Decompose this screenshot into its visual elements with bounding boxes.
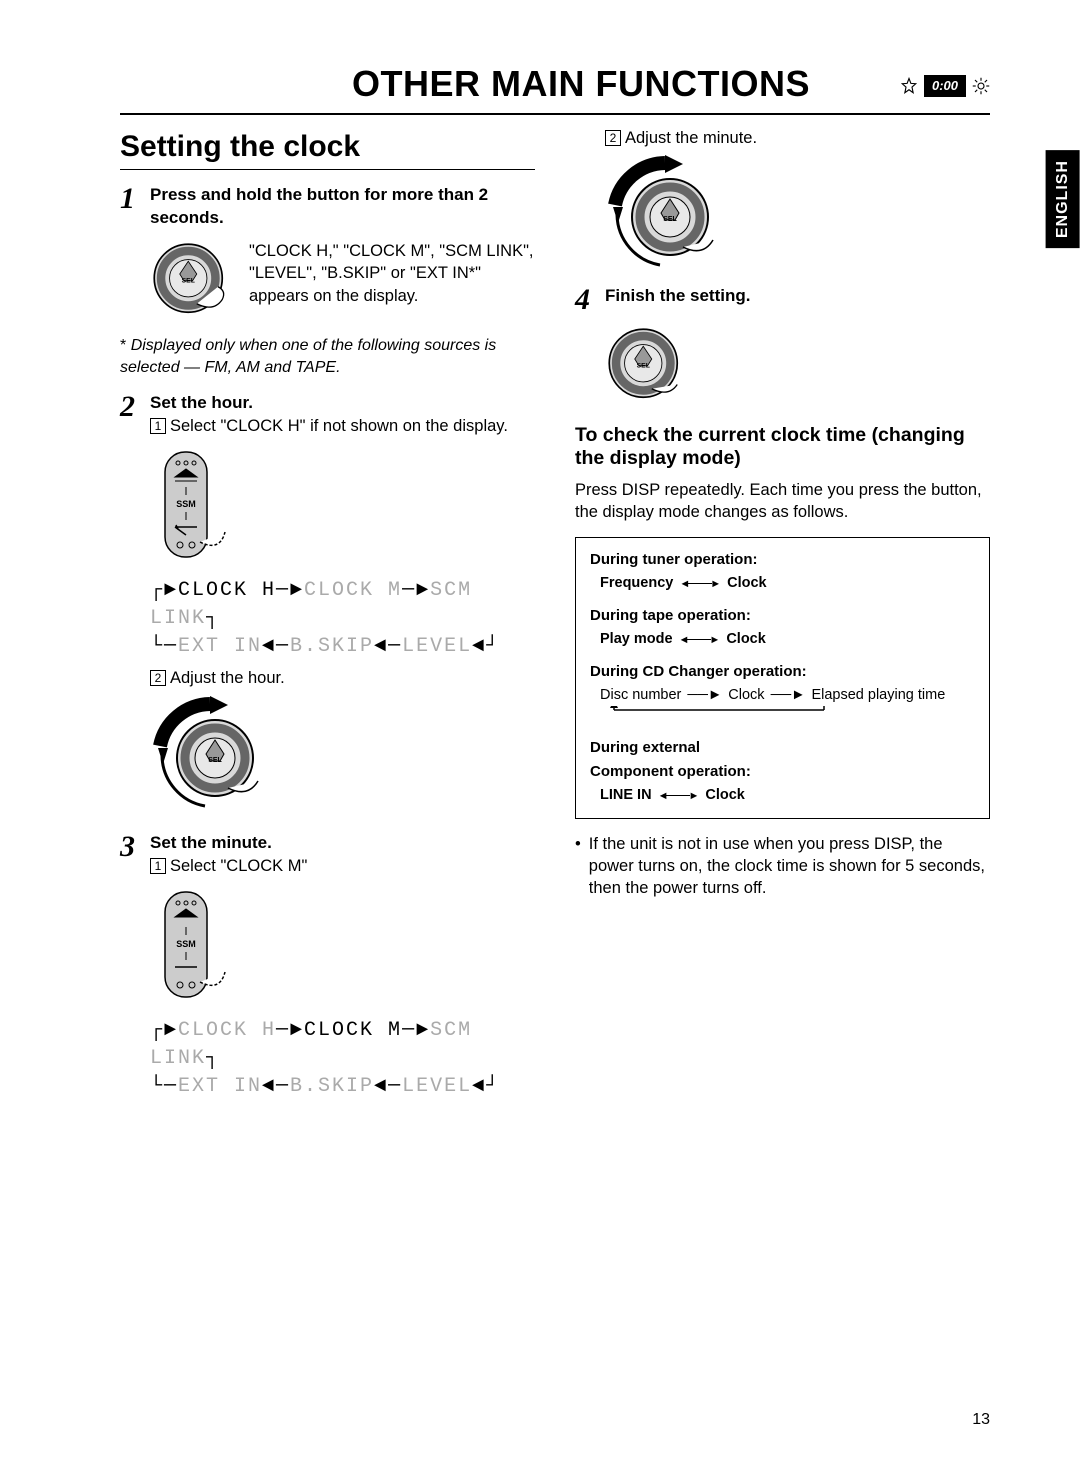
bullet-note: • If the unit is not in use when you pre… [575,833,990,900]
step-number: 1 [120,184,150,230]
step-4: 4 Finish the setting. [575,285,990,315]
svg-text:SEL: SEL [182,277,195,284]
gear-icon [972,77,990,95]
step-2: 2 Set the hour. 1Select "CLOCK H" if not… [120,392,535,437]
sel-dial-icon: SEL [150,240,235,325]
right-column: 2Adjust the minute. SEL 4 Finish the set… [575,127,990,1105]
check-text: Press DISP repeatedly. Each time you pre… [575,479,990,524]
mode-tape-row: Play mode Clock [590,630,975,650]
left-column: Setting the clock 1 Press and hold the b… [120,127,535,1105]
step-2-sub: 1Select "CLOCK H" if not shown on the di… [150,415,535,437]
mode-ext-row: LINE IN Clock [590,786,975,806]
mode-tuner-row: Frequency Clock [590,574,975,594]
step-2-title: Set the hour. [150,392,535,415]
step-number: 2 [120,392,150,437]
button-panel-icon: SSM [150,447,230,567]
step-3: 3 Set the minute. 1Select "CLOCK M" [120,832,535,877]
mode-ext-title2: Component operation: [590,762,975,782]
step-number: 3 [120,832,150,877]
mode-cd-title: During CD Changer operation: [590,662,975,682]
svg-text:SEL: SEL [637,362,650,369]
mode-tuner-title: During tuner operation: [590,550,975,570]
language-tab: ENGLISH [1046,150,1080,248]
display-mode-box: During tuner operation: Frequency Clock … [575,537,990,819]
svg-text:SSM: SSM [176,499,196,509]
step-1-title: Press and hold the button for more than … [150,184,535,230]
sel-dial-icon: SEL [605,325,690,410]
page-number: 13 [972,1409,990,1431]
mode-tape-title: During tape operation: [590,606,975,626]
rotate-dial-icon: SEL [605,155,725,275]
loop-arrow-icon [604,706,834,726]
adjust-minute: 2Adjust the minute. [605,127,990,149]
footnote: * Displayed only when one of the followi… [120,335,535,378]
step-1-desc: "CLOCK H," "CLOCK M", "SCM LINK", "LEVEL… [249,240,535,307]
menu-sequence-1: ┌►CLOCK H─►CLOCK M─►SCM LINK┐ └─EXT IN◄─… [150,577,535,661]
mode-ext-title1: During external [590,738,975,758]
step-2-adjust: 2Adjust the hour. [150,667,535,689]
step-3-sub: 1Select "CLOCK M" [150,855,535,877]
svg-text:SEL: SEL [208,757,222,764]
section-rule [120,169,535,170]
title-rule [120,113,990,115]
star-icon [900,77,918,95]
svg-text:SSM: SSM [176,939,196,949]
step-3-title: Set the minute. [150,832,535,855]
rotate-dial-icon: SEL [150,696,270,816]
svg-text:SEL: SEL [663,216,677,223]
step-number: 4 [575,285,605,315]
bullet-text: If the unit is not in use when you press… [589,833,990,900]
footnote-text: Displayed only when one of the following… [120,337,496,376]
button-panel-icon: SSM [150,887,230,1007]
mode-cd-row: Disc number ──► Clock ──► Elapsed playin… [590,686,975,706]
section-title: Setting the clock [120,127,535,168]
step-1: 1 Press and hold the button for more tha… [120,184,535,230]
check-heading: To check the current clock time (changin… [575,424,990,471]
title-icons: 0:00 [900,75,990,97]
step-4-title: Finish the setting. [605,285,990,308]
menu-sequence-2: ┌►CLOCK H─►CLOCK M─►SCM LINK┐ └─EXT IN◄─… [150,1017,535,1101]
page-title: OTHER MAIN FUNCTIONS [120,60,990,109]
clock-badge: 0:00 [924,75,966,97]
